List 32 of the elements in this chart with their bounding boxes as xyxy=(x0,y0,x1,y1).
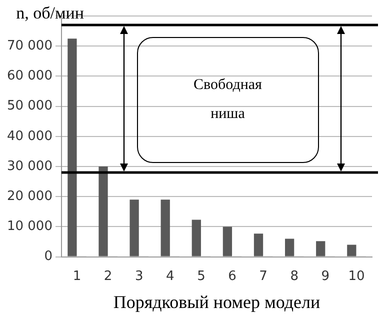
bar xyxy=(316,241,326,256)
x-tick-label: 7 xyxy=(259,268,268,284)
y-tick-label: 0 xyxy=(44,249,52,264)
bar xyxy=(98,166,108,256)
annotation: Свободная ниша xyxy=(192,76,263,124)
y-tick-label: 40 000 xyxy=(6,128,52,144)
x-tick-label: 2 xyxy=(104,268,112,284)
bar xyxy=(130,200,139,256)
rounded-box: Свободная ниша xyxy=(136,37,319,162)
x-tick-label: 6 xyxy=(228,268,236,284)
bar xyxy=(160,200,170,256)
x-tick-label: 10 xyxy=(348,268,365,284)
x-tick-label: 9 xyxy=(321,268,330,284)
bar xyxy=(68,38,77,256)
y-axis-title: n, об/мин xyxy=(16,3,84,22)
bar xyxy=(254,234,264,256)
x-tick-label: 8 xyxy=(290,268,299,284)
y-tick-label: 20 000 xyxy=(6,188,52,204)
x-tick-label: 4 xyxy=(166,268,174,284)
y-tick-label: 60 000 xyxy=(6,68,52,84)
y-tick-label: 30 000 xyxy=(6,158,52,174)
y-tick-label: 10 000 xyxy=(6,219,52,234)
bar xyxy=(284,238,294,256)
y-tick-label: 50 000 xyxy=(6,98,52,114)
bar xyxy=(192,220,201,256)
x-tick-label: 5 xyxy=(197,268,206,284)
x-axis-title: Порядковый номер модели xyxy=(113,292,320,312)
bar xyxy=(347,244,356,256)
x-tick-label: 3 xyxy=(134,268,144,284)
bar xyxy=(222,226,232,256)
y-tick-label: 70 000 xyxy=(6,38,52,54)
x-tick-label: 1 xyxy=(72,268,82,284)
